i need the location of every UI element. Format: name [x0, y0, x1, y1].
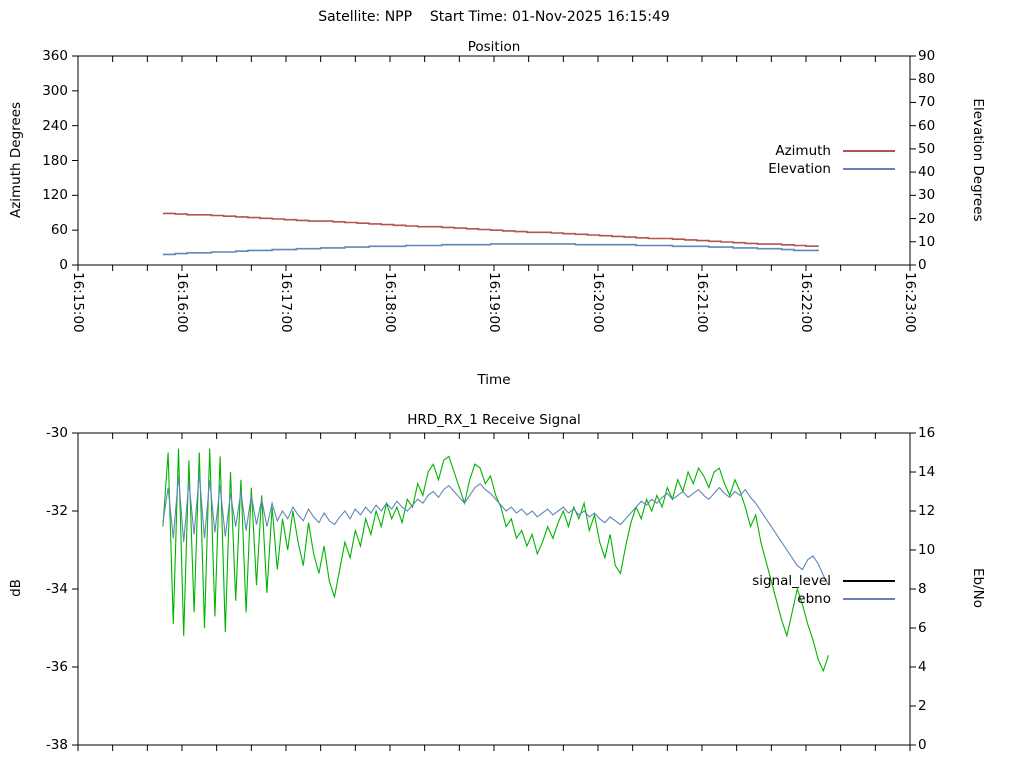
- plot1-xtick-label: 16:16:00: [174, 272, 190, 333]
- plot1-xtick-label: 16:20:00: [590, 272, 606, 333]
- plot1-legend-item-elevation: Elevation: [660, 160, 895, 178]
- plot1-xtick-label: 16:21:00: [694, 272, 710, 333]
- plot1-ytick-left: 360: [42, 48, 68, 64]
- plot1-ytick-right: 40: [918, 164, 936, 181]
- plot1-title: Position: [467, 39, 521, 55]
- plot1-ytick-right: 20: [918, 210, 936, 227]
- plot1-ytick-left: 120: [42, 187, 68, 204]
- elevation-line-sample: [843, 168, 895, 170]
- plot1-xtick-label: 16:19:00: [486, 272, 502, 333]
- plot1-ytick-left: 180: [42, 152, 68, 169]
- plot2-ytick-right: 14: [918, 464, 936, 480]
- ebno-line-sample: [843, 598, 895, 600]
- elevation-curve: [162, 243, 819, 256]
- plot1-ytick-left: 240: [42, 117, 68, 134]
- plot2-ytick-right: 12: [918, 503, 936, 519]
- plot2-legend-label-signal-level: signal_level: [752, 573, 831, 589]
- plot1-ytick-right: 70: [918, 94, 936, 111]
- plot2-ytick-left: -34: [45, 581, 68, 597]
- plot1-ytick-left: 0: [59, 257, 68, 273]
- plot1-ytick-right: 60: [918, 117, 936, 134]
- plot2-ytick-right: 10: [918, 542, 936, 558]
- plot2-ytick-right: 4: [918, 659, 927, 675]
- ebno-curve: [162, 473, 829, 586]
- plot2-ytick-right: 16: [918, 425, 936, 441]
- plot1-ytick-right: 10: [918, 233, 936, 250]
- plot2-ytick-left: -32: [45, 503, 68, 519]
- plot1-xlabel: Time: [477, 372, 511, 388]
- plot1-xtick-label: 16:17:00: [278, 272, 294, 333]
- plot2-legend-label-ebno: ebno: [797, 591, 831, 607]
- plot1-ytick-right: 30: [918, 187, 936, 204]
- plot1-xtick-label: 16:15:00: [70, 272, 86, 333]
- plot2-legend-item-ebno: ebno: [655, 590, 895, 608]
- figure-title: Satellite: NPP Start Time: 01-Nov-2025 1…: [318, 9, 670, 25]
- plot2-title: HRD_RX_1 Receive Signal: [407, 412, 581, 428]
- plot1-legend-item-azimuth: Azimuth: [660, 142, 895, 160]
- plot2-ytick-left: -38: [45, 737, 68, 753]
- plot1-legend-label-elevation: Elevation: [768, 161, 831, 177]
- azimuth-curve: [162, 212, 819, 247]
- plot2-ytick-right: 6: [918, 620, 927, 636]
- plot2-ytick-left: -30: [45, 425, 68, 441]
- plot1-ytick-left: 300: [42, 82, 68, 99]
- plot1-ytick-right: 50: [918, 140, 936, 157]
- plot1-ytick-right: 0: [918, 257, 927, 273]
- signal_level-curve: [162, 448, 830, 673]
- plot2-ytick-right: 0: [918, 737, 927, 753]
- plot2-ytick-left: -36: [45, 659, 68, 675]
- plot1-legend-label-azimuth: Azimuth: [775, 143, 831, 159]
- plot1-ytick-right: 90: [918, 48, 936, 64]
- plot1-ytick-left: 60: [50, 222, 68, 239]
- plot1-ytick-right: 80: [918, 71, 936, 88]
- plot2-ytick-right: 8: [918, 581, 927, 597]
- plot1-xtick-label: 16:23:00: [902, 272, 918, 333]
- plot2-ytick-right: 2: [918, 698, 927, 714]
- azimuth-line-sample: [843, 150, 895, 152]
- plot2-legend-item-signal-level: signal_level: [655, 572, 895, 590]
- plot1-xtick-label: 16:18:00: [382, 272, 398, 333]
- signal-level-line-sample: [843, 580, 895, 582]
- plot1-xtick-label: 16:22:00: [798, 272, 814, 333]
